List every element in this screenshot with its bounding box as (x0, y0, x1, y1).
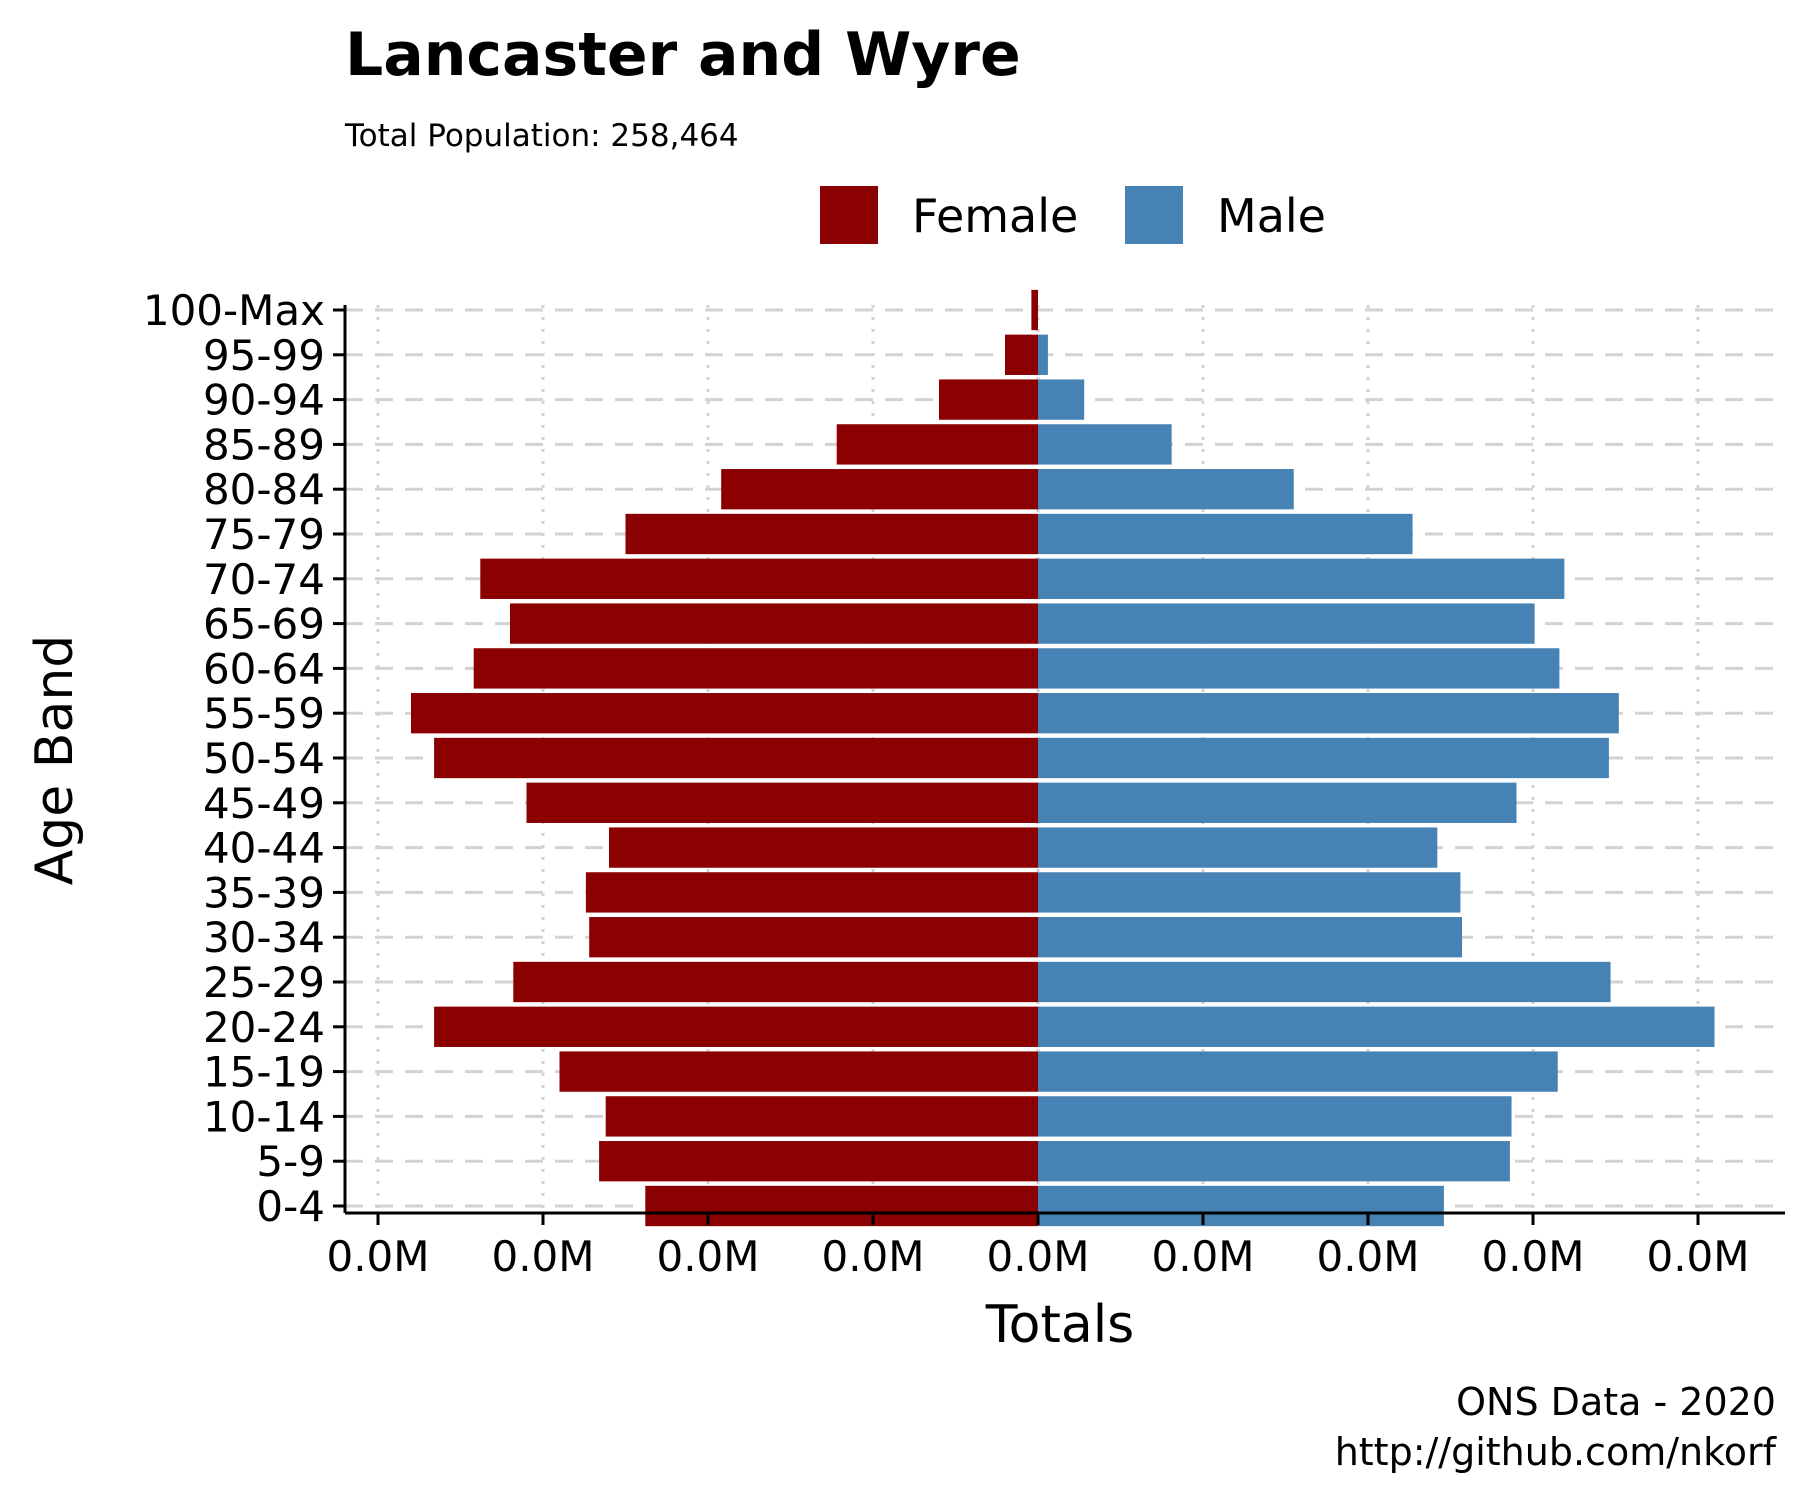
y-tick-label: 85-89 (203, 420, 325, 469)
y-tick-label: 45-49 (203, 779, 325, 828)
y-tick-label: 65-69 (203, 600, 325, 649)
bar-female-10-14 (605, 1096, 1038, 1137)
y-axis-label: Age Band (25, 635, 85, 886)
x-tick-label: 0.0M (1316, 1232, 1419, 1281)
bar-female-90-94 (939, 379, 1038, 420)
bar-female-85-89 (836, 424, 1038, 465)
y-tick-label: 25-29 (203, 958, 325, 1007)
y-tick-label: 55-59 (203, 689, 325, 738)
y-tick-label: 95-99 (203, 331, 325, 380)
bar-female-25-29 (513, 961, 1038, 1003)
bar-female-40-44 (609, 827, 1038, 868)
bar-male-80-84 (1038, 469, 1294, 510)
bar-female-80-84 (721, 469, 1038, 510)
y-tick-label: 15-19 (203, 1048, 325, 1097)
y-tick-label: 80-84 (203, 465, 325, 514)
y-tick-label: 70-74 (203, 555, 325, 604)
bar-male-85-89 (1038, 424, 1172, 465)
x-axis-label: Totals (985, 1295, 1135, 1355)
legend-label-male: Male (1217, 189, 1326, 243)
bar-male-5-9 (1038, 1141, 1510, 1182)
bar-female-0-4 (645, 1185, 1038, 1227)
bar-male-60-64 (1038, 648, 1560, 689)
x-tick-label: 0.0M (326, 1232, 429, 1281)
y-tick-label: 100-Max (143, 286, 325, 335)
y-tick-label: 5-9 (256, 1137, 325, 1186)
x-tick-label: 0.0M (1646, 1232, 1749, 1281)
legend-swatch-female (820, 186, 878, 244)
y-tick-label: 35-39 (203, 868, 325, 917)
x-tick-label: 0.0M (1151, 1232, 1254, 1281)
bar-male-35-39 (1038, 872, 1461, 913)
y-tick-label: 10-14 (203, 1092, 325, 1141)
x-tick-label: 0.0M (656, 1232, 759, 1281)
x-tick-label: 0.0M (986, 1232, 1089, 1281)
y-tick-label: 40-44 (203, 824, 325, 873)
legend: Female Male (820, 186, 1326, 244)
bar-female-55-59 (411, 693, 1038, 734)
bar-male-0-4 (1038, 1185, 1444, 1227)
bar-female-20-24 (434, 1006, 1039, 1047)
y-tick-label: 60-64 (203, 644, 325, 693)
bar-female-60-64 (473, 648, 1038, 689)
bar-male-95-99 (1038, 334, 1048, 375)
axes: 0-45-910-1415-1920-2425-2930-3435-3940-4… (143, 286, 1785, 1281)
y-tick-label: 90-94 (203, 376, 325, 425)
chart-title: Lancaster and Wyre (345, 20, 1021, 90)
bar-female-35-39 (585, 872, 1038, 913)
y-tick-label: 0-4 (256, 1182, 325, 1231)
bar-male-70-74 (1038, 558, 1565, 599)
y-tick-label: 20-24 (203, 1003, 325, 1052)
bar-female-75-79 (625, 513, 1038, 555)
y-tick-label: 50-54 (203, 734, 325, 783)
bar-male-30-34 (1038, 917, 1463, 958)
bar-male-20-24 (1038, 1006, 1715, 1047)
chart-subtitle: Total Population: 258,464 (344, 118, 739, 154)
caption-url: http://github.com/nkorf (1335, 1430, 1778, 1474)
bar-female-95-99 (1005, 334, 1038, 375)
bar-female-30-34 (589, 917, 1038, 958)
bar-female-50-54 (434, 737, 1039, 779)
bar-male-15-19 (1038, 1051, 1558, 1092)
bar-female-70-74 (480, 558, 1038, 599)
bar-male-10-14 (1038, 1096, 1512, 1137)
x-tick-label: 0.0M (1481, 1232, 1584, 1281)
bars (411, 289, 1715, 1227)
caption-source: ONS Data - 2020 (1456, 1380, 1776, 1424)
bar-male-50-54 (1038, 737, 1609, 779)
y-tick-label: 30-34 (203, 913, 325, 962)
bar-male-25-29 (1038, 961, 1611, 1003)
x-tick-label: 0.0M (491, 1232, 594, 1281)
legend-swatch-male (1125, 186, 1183, 244)
legend-label-female: Female (912, 189, 1078, 243)
bar-female-65-69 (510, 603, 1038, 644)
bar-male-65-69 (1038, 603, 1535, 644)
x-tick-label: 0.0M (821, 1232, 924, 1281)
bar-female-45-49 (526, 782, 1038, 823)
bar-male-45-49 (1038, 782, 1517, 823)
bar-female-15-19 (559, 1051, 1038, 1092)
y-tick-label: 75-79 (203, 510, 325, 559)
bar-female-5-9 (599, 1141, 1038, 1182)
bar-male-55-59 (1038, 693, 1619, 734)
bar-male-90-94 (1038, 379, 1085, 420)
bar-male-40-44 (1038, 827, 1438, 868)
bar-female-100-Max (1031, 289, 1038, 331)
bar-male-75-79 (1038, 513, 1413, 555)
